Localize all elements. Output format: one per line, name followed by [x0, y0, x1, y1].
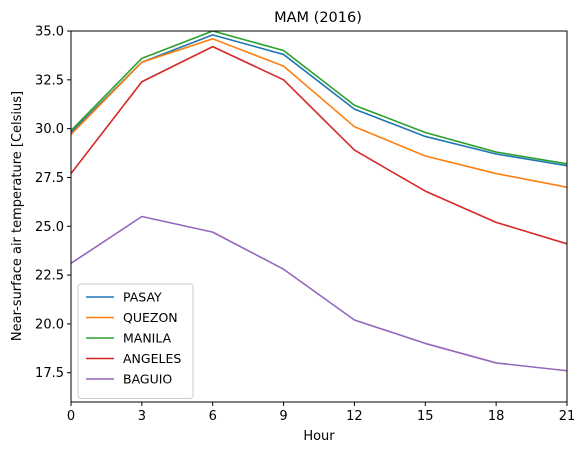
y-axis-label: Near-surface air temperature [Celsius] — [10, 91, 25, 341]
plot-area — [70, 30, 568, 403]
y-tick-label: 25.0 — [35, 220, 64, 235]
x-tick-label: 3 — [138, 409, 146, 424]
y-axis: 17.5 20.0 22.5 25.0 27.5 30.0 32.5 35.0 — [35, 25, 71, 381]
legend-label: ANGELES — [123, 351, 181, 366]
x-axis-label: Hour — [303, 429, 335, 444]
plot-frame — [70, 30, 568, 403]
x-tick-label: 0 — [67, 409, 75, 424]
legend: PASAY QUEZON MANILA ANGELES BAGUIO — [77, 283, 194, 399]
chart-title: MAM (2016) — [274, 10, 362, 26]
legend-label: MANILA — [123, 331, 172, 346]
series-line-pasay — [71, 34, 567, 167]
x-tick-label: 9 — [279, 409, 287, 424]
y-tick-label: 32.5 — [35, 73, 64, 88]
y-tick-label: 22.5 — [35, 269, 64, 284]
x-tick-label: 12 — [346, 409, 363, 424]
y-tick-label: 17.5 — [35, 366, 64, 381]
x-tick-label: 15 — [417, 409, 434, 424]
x-tick-label: 21 — [559, 409, 576, 424]
series-line-angeles — [71, 45, 567, 245]
y-tick-label: 27.5 — [35, 171, 64, 186]
series-line-baguio — [71, 215, 567, 372]
series-layer — [71, 31, 567, 372]
legend-label: PASAY — [123, 290, 162, 305]
x-axis: 0 3 6 9 12 15 18 21 — [67, 402, 575, 424]
series-line-quezon — [71, 38, 567, 188]
x-tick-label: 18 — [488, 409, 505, 424]
legend-label: BAGUIO — [123, 372, 172, 387]
series-line-manila — [71, 31, 567, 165]
y-tick-label: 35.0 — [35, 25, 64, 40]
x-tick-label: 6 — [209, 409, 217, 424]
y-tick-label: 20.0 — [35, 317, 64, 332]
legend-box — [77, 283, 194, 399]
y-tick-label: 30.0 — [35, 122, 64, 137]
legend-label: QUEZON — [123, 310, 178, 325]
